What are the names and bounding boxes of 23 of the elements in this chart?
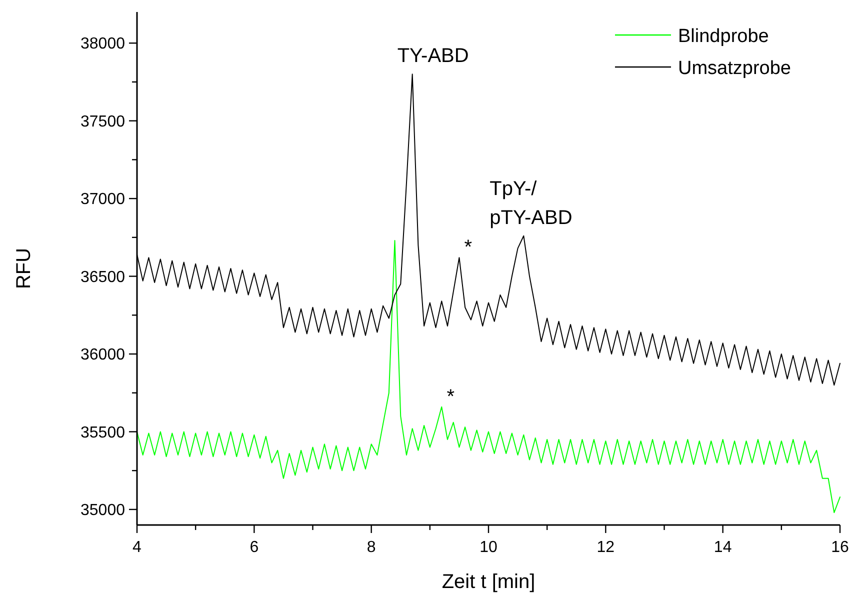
x-tick-label: 8 — [366, 539, 376, 556]
x-tick-label: 6 — [250, 539, 259, 556]
annotation: TpY-/ pTY-ABD — [490, 178, 572, 229]
x-tick-label: 10 — [480, 539, 498, 556]
y-tick-label: 37500 — [80, 113, 126, 130]
x-axis-title: Zeit t [min] — [442, 571, 536, 593]
y-tick-label: 36000 — [80, 346, 126, 364]
x-tick-label: 16 — [831, 539, 849, 556]
y-tick-label: 37000 — [80, 191, 126, 208]
y-axis-title: RFU — [13, 248, 35, 290]
y-tick-label: 38000 — [80, 36, 126, 53]
x-tick-label: 4 — [132, 539, 142, 556]
annotation: * — [446, 386, 455, 408]
y-tick-label: 35000 — [80, 502, 126, 520]
x-tick-label: 14 — [714, 539, 732, 556]
y-tick-label: 35500 — [80, 424, 126, 442]
x-tick-label: 12 — [596, 539, 615, 556]
line-series — [136, 240, 840, 514]
y-tick-label: 36500 — [80, 268, 126, 286]
legend-label: Umsatzprobe — [678, 58, 791, 79]
annotation: TY-ABD — [397, 45, 469, 68]
legend-label: Blindprobe — [678, 26, 769, 47]
annotation: * — [464, 236, 472, 259]
